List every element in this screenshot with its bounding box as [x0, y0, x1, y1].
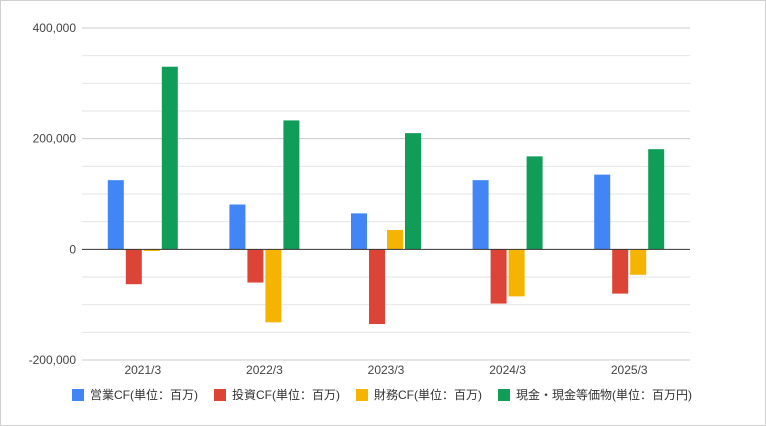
bar-財務CF(単位：百万)-2024/3: [508, 249, 525, 297]
bar-営業CF(単位：百万)-2022/3: [229, 204, 246, 250]
bar-現金・現金等価物(単位：百万円)-2021/3: [161, 66, 178, 250]
bar-投資CF(単位：百万)-2023/3: [369, 249, 385, 325]
bar-投資CF(単位：百万)-2022/3: [247, 249, 264, 283]
bar-現金・現金等価物(単位：百万円)-2022/3: [283, 120, 300, 250]
y-tick-label: 400,000: [33, 21, 77, 35]
bar-現金・現金等価物(単位：百万円)-2024/3: [526, 156, 543, 250]
bar-投資CF(単位：百万)-2021/3: [125, 249, 142, 285]
bar-営業CF(単位：百万)-2021/3: [107, 180, 124, 250]
bars: [107, 66, 665, 325]
x-tick-label: 2022/3: [246, 363, 283, 377]
legend-label: 財務CF(単位：百万): [374, 387, 482, 402]
x-tick-label: 2024/3: [489, 363, 526, 377]
bar-営業CF(単位：百万)-2024/3: [472, 180, 489, 250]
x-tick-label: 2021/3: [124, 363, 161, 377]
legend: 営業CF(単位：百万) 投資CF(単位：百万) 財務CF(単位：百万) 現金・現金等価…: [72, 387, 692, 402]
x-tick-label: 2023/3: [368, 363, 405, 377]
bar-営業CF(単位：百万)-2025/3: [594, 174, 611, 250]
bar-財務CF(単位：百万)-2022/3: [265, 249, 282, 323]
bar-現金・現金等価物(単位：百万円)-2025/3: [648, 149, 665, 250]
legend-label: 営業CF(単位：百万): [90, 387, 198, 402]
y-tick-label: 200,000: [33, 132, 77, 146]
legend-swatch: [498, 389, 510, 401]
legend-label: 現金・現金等価物(単位：百万円): [516, 387, 692, 402]
legend-swatch: [214, 389, 226, 401]
x-axis-tick-labels: 2021/3 2022/3 2023/3 2024/3 2025/3: [124, 363, 647, 377]
bar-投資CF(単位：百万)-2024/3: [490, 249, 507, 304]
x-tick-label: 2025/3: [611, 363, 648, 377]
bar-投資CF(単位：百万)-2025/3: [612, 249, 629, 294]
bar-営業CF(単位：百万)-2023/3: [351, 213, 367, 250]
y-tick-label: 0: [69, 242, 76, 256]
y-tick-label: -200,000: [29, 353, 77, 367]
bar-財務CF(単位：百万)-2021/3: [143, 249, 160, 251]
bar-現金・現金等価物(単位：百万円)-2023/3: [405, 133, 421, 250]
gridlines: [82, 27, 690, 361]
y-axis-tick-labels: 400,000 200,000 0 -200,000: [29, 21, 77, 367]
bar-財務CF(単位：百万)-2023/3: [387, 229, 403, 250]
bar-財務CF(単位：百万)-2025/3: [630, 249, 647, 275]
legend-swatch: [72, 389, 84, 401]
legend-label: 投資CF(単位：百万): [232, 387, 340, 402]
legend-swatch: [356, 389, 368, 401]
